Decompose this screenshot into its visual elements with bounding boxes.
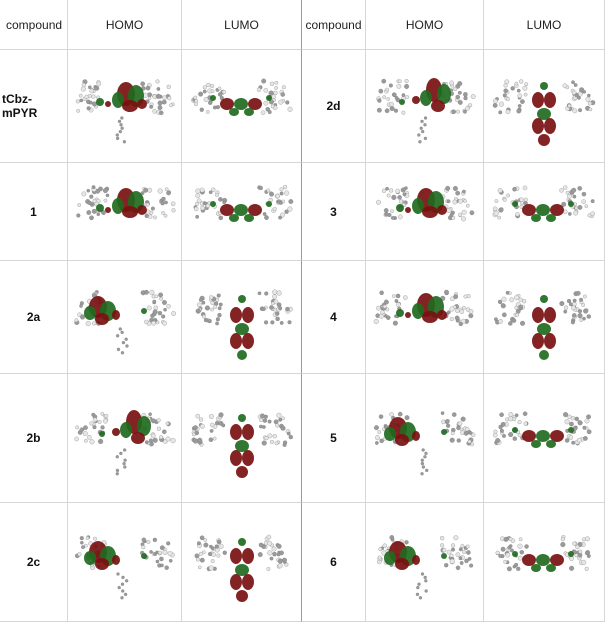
lumo-orbital-image <box>182 374 302 503</box>
compound-label: 2b <box>0 374 68 503</box>
lumo-orbital-drawing <box>492 411 592 448</box>
homo-orbital-image <box>68 503 182 622</box>
homo-orbital-drawing <box>74 535 175 600</box>
homo-orbital-drawing <box>376 535 473 600</box>
compound-label: 3 <box>302 163 366 261</box>
lumo-orbital-drawing <box>495 535 591 572</box>
header-compound-right: compound <box>302 0 366 50</box>
lumo-orbital-image <box>182 261 302 374</box>
compound-label: 5 <box>302 374 366 503</box>
homo-orbital-image <box>68 50 182 163</box>
lumo-orbital-drawing <box>191 412 293 478</box>
header-lumo-left: LUMO <box>182 0 302 50</box>
homo-orbital-drawing <box>373 411 475 476</box>
lumo-orbital-image <box>182 503 302 622</box>
homo-orbital-image <box>366 163 484 261</box>
homo-orbital-image <box>366 50 484 163</box>
lumo-orbital-image <box>182 50 302 163</box>
lumo-orbital-image <box>484 163 605 261</box>
homo-orbital-image <box>68 261 182 374</box>
header-lumo-right: LUMO <box>484 0 605 50</box>
compound-label: 6 <box>302 503 366 622</box>
compound-label: 1 <box>0 163 68 261</box>
homo-orbital-drawing <box>73 410 176 476</box>
homo-orbital-image <box>68 374 182 503</box>
lumo-orbital-drawing <box>492 184 595 222</box>
lumo-orbital-image <box>484 503 605 622</box>
compound-label: 2a <box>0 261 68 374</box>
lumo-orbital-drawing <box>190 78 293 116</box>
homo-orbital-drawing <box>375 78 476 144</box>
homo-orbital-drawing <box>75 184 175 220</box>
lumo-orbital-drawing <box>494 290 591 360</box>
lumo-orbital-drawing <box>492 79 596 146</box>
header-homo-left: HOMO <box>68 0 182 50</box>
header-compound-left: compound <box>0 0 68 50</box>
homo-orbital-image <box>366 503 484 622</box>
compound-label: 4 <box>302 261 366 374</box>
compound-label: 2c <box>0 503 68 622</box>
lumo-orbital-image <box>484 374 605 503</box>
homo-orbital-drawing <box>75 79 175 144</box>
lumo-orbital-image <box>182 163 302 261</box>
homo-orbital-image <box>68 163 182 261</box>
homo-orbital-drawing <box>73 289 176 355</box>
compound-label: tCbz-mPYR <box>0 50 68 163</box>
lumo-orbital-image <box>484 50 605 163</box>
lumo-orbital-drawing <box>193 184 293 222</box>
homo-orbital-drawing <box>373 289 473 327</box>
homo-orbital-drawing <box>375 185 474 221</box>
homo-orbital-image <box>366 374 484 503</box>
compound-label: 2d <box>302 50 366 163</box>
lumo-orbital-drawing <box>195 289 293 360</box>
header-homo-right: HOMO <box>366 0 484 50</box>
lumo-orbital-drawing <box>194 534 288 602</box>
lumo-orbital-image <box>484 261 605 374</box>
homo-orbital-image <box>366 261 484 374</box>
